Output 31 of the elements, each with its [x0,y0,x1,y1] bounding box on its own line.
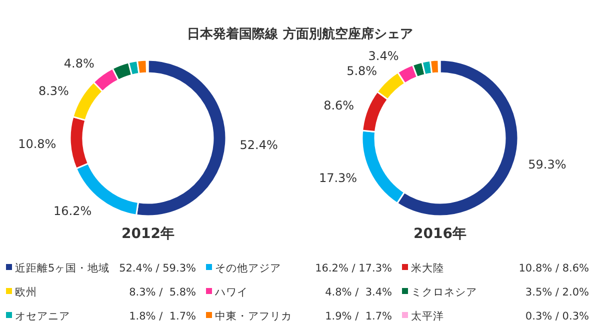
legend-label: 太平洋 [411,310,444,323]
data-label: 10.8% [18,136,56,151]
legend-label: 近距離5ヶ国・地域 [15,262,110,275]
data-label: 17.3% [318,170,358,185]
legend-label: その他アジア [215,262,281,275]
text: 2016年 [414,226,466,242]
legend-label: 中東・アフリカ [215,310,292,323]
data-label: 3.4% [368,48,399,63]
text: 1.9% / 1.7% [325,310,392,323]
legend-label: オセアニア [15,310,70,323]
text: 0.3% / 0.3% [525,310,590,323]
data-label: 52.4% [240,138,278,152]
text: 1.8% / 1.7% [129,310,196,323]
chart-title: 日本発着国際線 方面別航空座席シェア [187,26,413,42]
legend-label: ハワイ [214,286,248,299]
legend-label: ミクロネシア [411,286,477,299]
data-label: 4.8% [64,56,94,70]
data-label: 59.3% [528,158,566,172]
text: 3.5% / 2.0% [525,286,590,299]
legend-label: 欧州 [15,286,37,299]
legend-label: 米大陸 [411,262,444,275]
text: 2012年 [122,226,174,242]
data-label: 8.6% [324,98,354,112]
text: 52.4% / 59.3% [119,262,196,275]
text: 4.8% / 3.4% [325,286,392,299]
text: 16.2% / 17.3% [315,262,392,275]
text: 10.8% / 8.6% [518,262,590,275]
data-label: 8.3% [38,84,69,98]
data-label: 5.8% [346,64,378,78]
text: 8.3% / 5.8% [129,286,196,299]
data-label: 16.2% [53,204,92,218]
